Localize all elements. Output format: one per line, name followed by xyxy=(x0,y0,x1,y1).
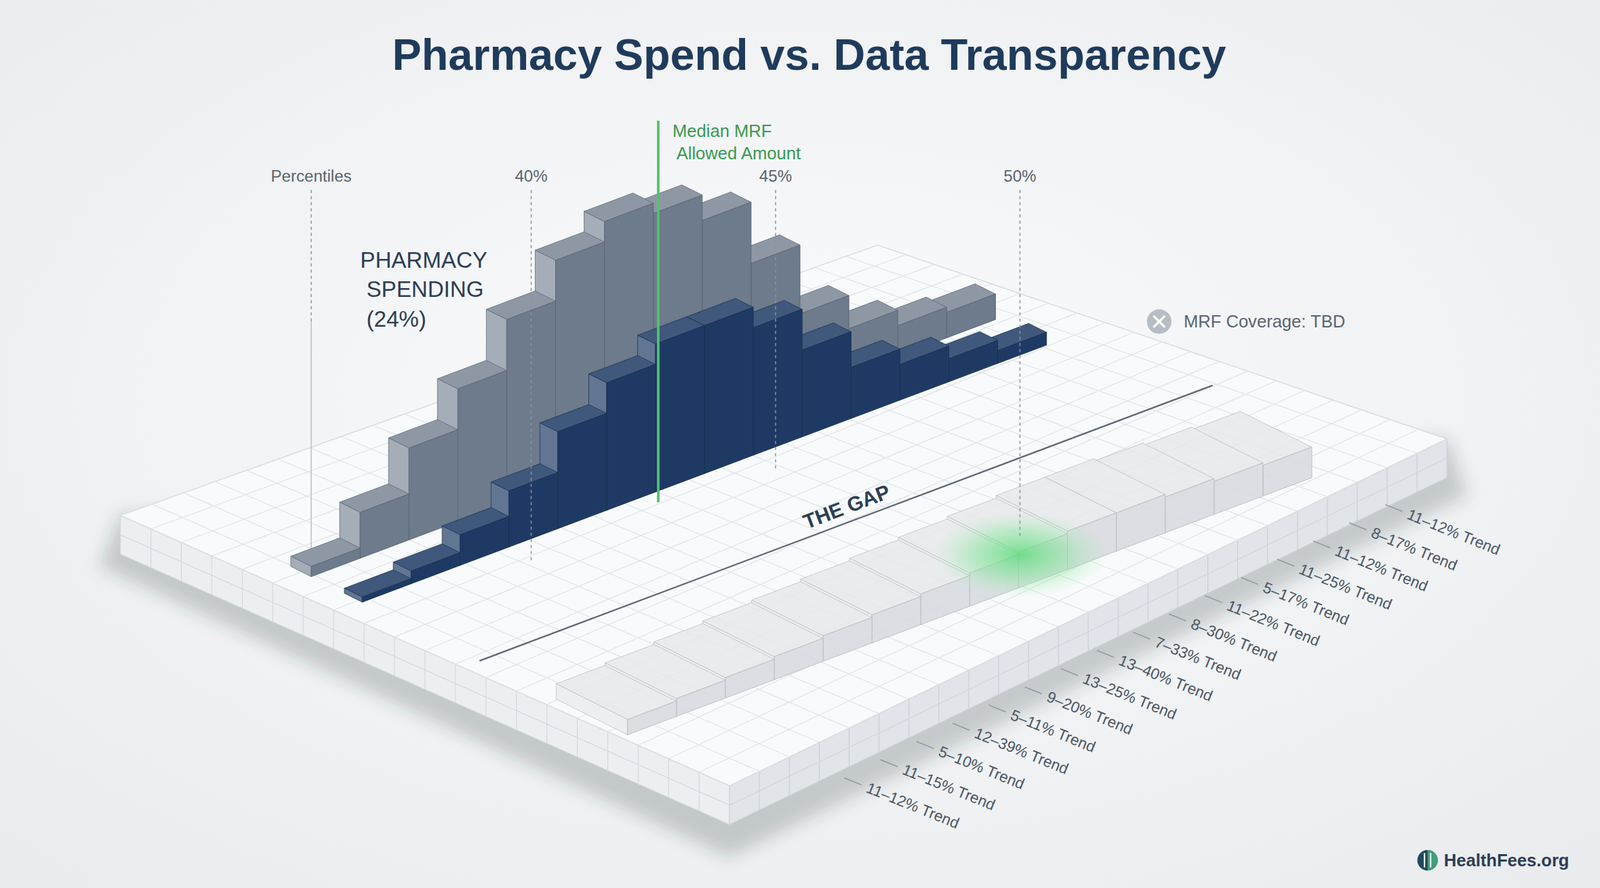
source-logo-half xyxy=(1427,850,1438,871)
column-front xyxy=(1214,463,1264,515)
column-front xyxy=(948,340,998,382)
column-front xyxy=(850,349,900,419)
column-front xyxy=(802,331,851,437)
trend-leader xyxy=(1277,559,1295,567)
tbd-icon-x xyxy=(1153,316,1165,327)
median-glow xyxy=(654,120,663,503)
median-label-line: Allowed Amount xyxy=(672,143,801,163)
column-front xyxy=(997,332,1047,364)
column-front xyxy=(557,413,607,529)
trend-item: 11–12% Trend xyxy=(841,770,962,832)
column-front xyxy=(823,617,872,662)
trend-leader xyxy=(1241,577,1259,585)
series-2 xyxy=(555,411,1312,735)
column-front xyxy=(1165,478,1215,533)
tick-line xyxy=(774,189,777,470)
column xyxy=(344,570,411,603)
gap-line xyxy=(479,385,1213,661)
column-side xyxy=(555,684,628,735)
median-label-line: Median MRF xyxy=(672,121,772,141)
tick-label: 45% xyxy=(759,166,792,186)
column-front xyxy=(627,701,677,735)
series-label: PHARMACY SPENDING (24%) xyxy=(360,247,488,332)
tick-line xyxy=(530,189,533,561)
trend-leader xyxy=(988,705,1006,712)
highlight-glow xyxy=(932,511,1107,598)
column xyxy=(555,665,676,735)
column-front xyxy=(774,638,824,680)
background xyxy=(0,0,1600,888)
column-front xyxy=(725,659,775,699)
column-front xyxy=(655,325,705,492)
title: Pharmacy Spend vs. Data Transparency xyxy=(392,29,1227,80)
trend-leader xyxy=(1096,650,1114,657)
column-front xyxy=(871,596,921,643)
tick-label: 40% xyxy=(514,166,548,186)
trend-leader xyxy=(1061,668,1078,676)
column-front xyxy=(704,307,754,474)
trend-leader xyxy=(1313,541,1331,548)
column-front xyxy=(311,548,360,577)
column-front xyxy=(362,578,411,603)
plot-area xyxy=(290,185,1312,735)
source-logo-mark xyxy=(1423,853,1426,868)
column-front xyxy=(1116,494,1166,552)
column-side xyxy=(344,588,363,603)
source-logo xyxy=(1417,850,1438,871)
series-label: MRF Coverage: TBD xyxy=(1183,311,1346,331)
trend-leader xyxy=(1204,595,1222,603)
trend-label: 11–12% Trend xyxy=(863,779,962,833)
column-front xyxy=(360,494,409,559)
column-front xyxy=(509,472,558,548)
gap-label: THE GAP xyxy=(800,480,893,533)
series-label-line: (24%) xyxy=(360,306,427,332)
trend-leader xyxy=(880,760,898,767)
column-front xyxy=(410,552,460,584)
source: HealthFees.org xyxy=(1444,850,1570,870)
column-front xyxy=(899,346,949,401)
tbd-icon xyxy=(1147,309,1172,334)
column-front xyxy=(460,516,510,566)
trend-leader xyxy=(1385,504,1403,512)
source-logo-mark xyxy=(1429,853,1432,868)
trend-leader xyxy=(1349,522,1367,530)
series-0 xyxy=(290,185,996,577)
column-front xyxy=(606,364,656,511)
tick-line xyxy=(1019,189,1022,537)
column-front xyxy=(1263,447,1312,497)
trend-leader xyxy=(916,741,934,749)
slab xyxy=(120,245,1448,826)
trend-leader xyxy=(952,723,970,731)
column-front xyxy=(753,309,803,455)
median-line xyxy=(656,120,660,503)
trend-leader xyxy=(844,778,862,786)
x-range-line xyxy=(310,189,312,322)
slab-grid-line xyxy=(668,419,1390,759)
y-axis-line xyxy=(310,321,312,577)
slab-grid-line xyxy=(698,429,1419,773)
axis-label: Percentiles xyxy=(271,166,352,186)
slab-grid-line xyxy=(272,293,1020,584)
chart: Percentiles 40% 45% 50% Median MRF Allowed A… xyxy=(0,0,1600,888)
column-front xyxy=(676,680,726,716)
slab-top xyxy=(120,245,1448,787)
slab-grid-line xyxy=(637,410,1362,746)
series-label-line: PHARMACY xyxy=(360,247,488,273)
column-front xyxy=(946,294,996,339)
column xyxy=(290,537,360,577)
column-side xyxy=(290,556,312,577)
median-label: Median MRF Allowed Amount xyxy=(672,121,801,163)
trend-leader xyxy=(1132,632,1150,640)
trend-leader xyxy=(1168,614,1186,622)
tick-label: 50% xyxy=(1003,166,1036,186)
trend-leader xyxy=(1025,686,1043,694)
series-label-line: SPENDING xyxy=(360,276,484,302)
